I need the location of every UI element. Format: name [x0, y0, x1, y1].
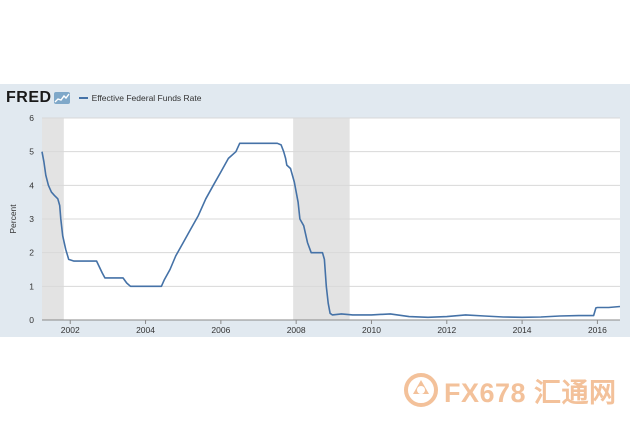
- x-tick-label-2008: 2008: [287, 325, 306, 335]
- chart-header: FRED Effective Federal Funds Rate: [6, 89, 202, 107]
- chart-legend[interactable]: Effective Federal Funds Rate: [78, 93, 202, 103]
- watermark-text: FX678 汇通网: [444, 377, 617, 408]
- watermark: FX678 汇通网: [404, 372, 617, 408]
- y-tick-label-1: 1: [29, 281, 34, 291]
- x-tick-label-2014: 2014: [513, 325, 532, 335]
- y-tick-label-2: 2: [29, 248, 34, 258]
- y-axis-label: Percent: [8, 204, 18, 234]
- y-tick-label-4: 4: [29, 180, 34, 190]
- y-tick-label-6: 6: [29, 113, 34, 123]
- y-tick-label-0: 0: [29, 315, 34, 325]
- fred-logo-text: FRED: [6, 89, 52, 106]
- fred-logo-graph-icon: [53, 92, 70, 104]
- series-line-0: [41, 142, 621, 319]
- legend-series-label: Effective Federal Funds Rate: [91, 93, 202, 103]
- x-tick-label-2012: 2012: [437, 325, 456, 335]
- x-tick-label-2016: 2016: [588, 325, 607, 335]
- x-tick-label-2006: 2006: [211, 325, 230, 335]
- legend-line-swatch: [78, 97, 88, 99]
- y-tick-label-3: 3: [29, 214, 34, 224]
- fred-logo[interactable]: FRED: [6, 89, 70, 107]
- fx678-logo-icon: [404, 373, 438, 407]
- x-tick-label-2002: 2002: [61, 325, 80, 335]
- y-tick-label-5: 5: [29, 147, 34, 157]
- x-tick-label-2010: 2010: [362, 325, 381, 335]
- line-chart: 0 1 2 3 4 5 6 2002 2004 2006 2008 2010 2012 2014 2016 P…: [8, 113, 621, 335]
- x-tick-label-2004: 2004: [136, 325, 155, 335]
